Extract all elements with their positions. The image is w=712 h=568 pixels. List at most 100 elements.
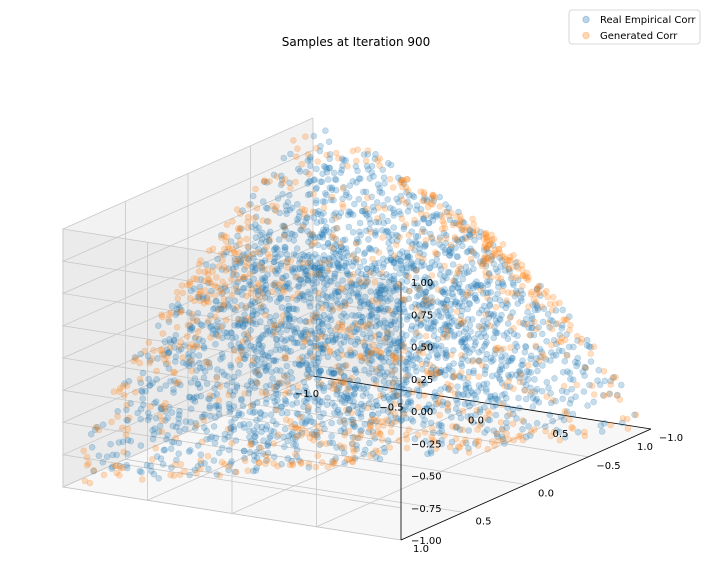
real-empirical-corr-point <box>277 335 285 343</box>
real-empirical-corr-point <box>298 419 306 427</box>
real-empirical-corr-point <box>360 201 368 208</box>
generated-corr-point <box>219 278 226 286</box>
generated-corr-point <box>320 204 328 211</box>
real-empirical-corr-point <box>317 367 324 375</box>
real-empirical-corr-point <box>340 245 347 253</box>
real-empirical-corr-point <box>464 399 472 407</box>
real-empirical-corr-point <box>99 458 107 466</box>
generated-corr-point <box>289 460 297 467</box>
generated-corr-point <box>279 312 287 319</box>
real-empirical-corr-point <box>155 474 162 482</box>
generated-corr-point <box>235 249 242 256</box>
generated-corr-point <box>444 404 452 412</box>
real-empirical-corr-point <box>376 363 384 371</box>
real-empirical-corr-point <box>392 325 400 333</box>
real-empirical-corr-point <box>250 267 257 275</box>
real-empirical-corr-point <box>146 381 154 389</box>
generated-corr-point <box>506 410 513 418</box>
real-empirical-corr-point <box>161 446 169 454</box>
real-empirical-corr-point <box>367 306 375 314</box>
real-empirical-corr-point <box>277 251 285 258</box>
real-empirical-corr-point <box>350 391 358 399</box>
real-empirical-corr-point <box>428 283 435 290</box>
generated-corr-point <box>349 419 357 426</box>
real-empirical-corr-point <box>478 420 486 427</box>
real-empirical-corr-point <box>335 256 343 264</box>
real-empirical-corr-point <box>189 314 196 322</box>
generated-corr-point <box>216 287 224 295</box>
real-empirical-corr-point <box>294 265 302 273</box>
real-empirical-corr-point <box>273 366 280 374</box>
generated-corr-point <box>243 235 250 243</box>
generated-corr-point <box>477 260 485 267</box>
generated-corr-point <box>281 353 289 360</box>
real-empirical-corr-point <box>153 453 161 460</box>
real-empirical-corr-point <box>345 377 353 385</box>
real-empirical-corr-point <box>403 358 411 366</box>
real-empirical-corr-point <box>568 385 576 393</box>
generated-corr-point <box>560 382 568 390</box>
real-empirical-corr-point <box>470 391 478 399</box>
real-empirical-corr-point <box>315 369 323 377</box>
generated-corr-point <box>193 275 200 283</box>
real-empirical-corr-point <box>188 324 195 332</box>
real-empirical-corr-point <box>374 410 382 417</box>
real-empirical-corr-point <box>283 251 291 258</box>
generated-corr-point <box>254 368 261 376</box>
real-empirical-corr-point <box>373 368 380 375</box>
real-empirical-corr-point <box>292 441 300 449</box>
real-empirical-corr-point <box>342 157 350 164</box>
real-empirical-corr-point <box>538 330 546 338</box>
real-empirical-corr-point <box>206 402 214 410</box>
real-empirical-corr-point <box>272 420 280 428</box>
real-empirical-corr-point <box>498 362 505 370</box>
real-empirical-corr-point <box>157 455 165 463</box>
real-empirical-corr-point <box>213 323 221 330</box>
generated-corr-point <box>280 232 288 240</box>
real-empirical-corr-point <box>262 281 270 289</box>
generated-corr-point <box>568 424 575 431</box>
real-empirical-corr-point <box>90 467 97 475</box>
real-empirical-corr-point <box>221 371 228 379</box>
real-empirical-corr-point <box>373 401 380 409</box>
generated-corr-point <box>193 422 200 429</box>
real-empirical-corr-point <box>311 262 319 270</box>
real-empirical-corr-point <box>240 251 247 258</box>
generated-corr-point <box>336 368 344 376</box>
real-empirical-corr-point <box>329 253 337 261</box>
real-empirical-corr-point <box>201 368 209 375</box>
generated-corr-point <box>436 411 443 419</box>
real-empirical-corr-point <box>280 222 288 230</box>
generated-corr-point <box>605 390 613 398</box>
generated-corr-point <box>411 216 418 224</box>
generated-corr-point <box>398 196 406 204</box>
real-empirical-corr-point <box>349 262 356 270</box>
generated-corr-point <box>284 264 291 271</box>
generated-corr-point <box>149 456 156 463</box>
generated-corr-point <box>532 342 540 350</box>
generated-corr-point <box>276 379 284 386</box>
real-empirical-corr-point <box>294 165 302 173</box>
x-tick-label: 0.0 <box>468 416 484 427</box>
real-empirical-corr-point <box>355 311 363 319</box>
real-empirical-corr-point <box>386 245 394 252</box>
real-empirical-corr-point <box>285 314 293 322</box>
real-empirical-corr-point <box>439 277 447 284</box>
real-empirical-corr-point <box>321 198 329 206</box>
real-empirical-corr-point <box>187 418 194 426</box>
real-empirical-corr-point <box>186 393 194 401</box>
real-empirical-corr-point <box>272 312 280 320</box>
real-empirical-corr-point <box>493 395 501 403</box>
real-empirical-corr-point <box>331 336 339 344</box>
real-empirical-corr-point <box>482 363 490 371</box>
generated-corr-point <box>503 297 510 304</box>
real-empirical-corr-point <box>438 427 446 435</box>
generated-corr-point <box>165 315 172 323</box>
real-empirical-corr-point <box>281 321 289 329</box>
generated-corr-point <box>477 323 485 331</box>
real-empirical-corr-point <box>299 251 306 258</box>
real-empirical-corr-point <box>333 390 341 398</box>
generated-corr-point <box>499 436 507 444</box>
real-empirical-corr-point <box>531 376 538 383</box>
real-empirical-corr-point <box>249 319 256 327</box>
